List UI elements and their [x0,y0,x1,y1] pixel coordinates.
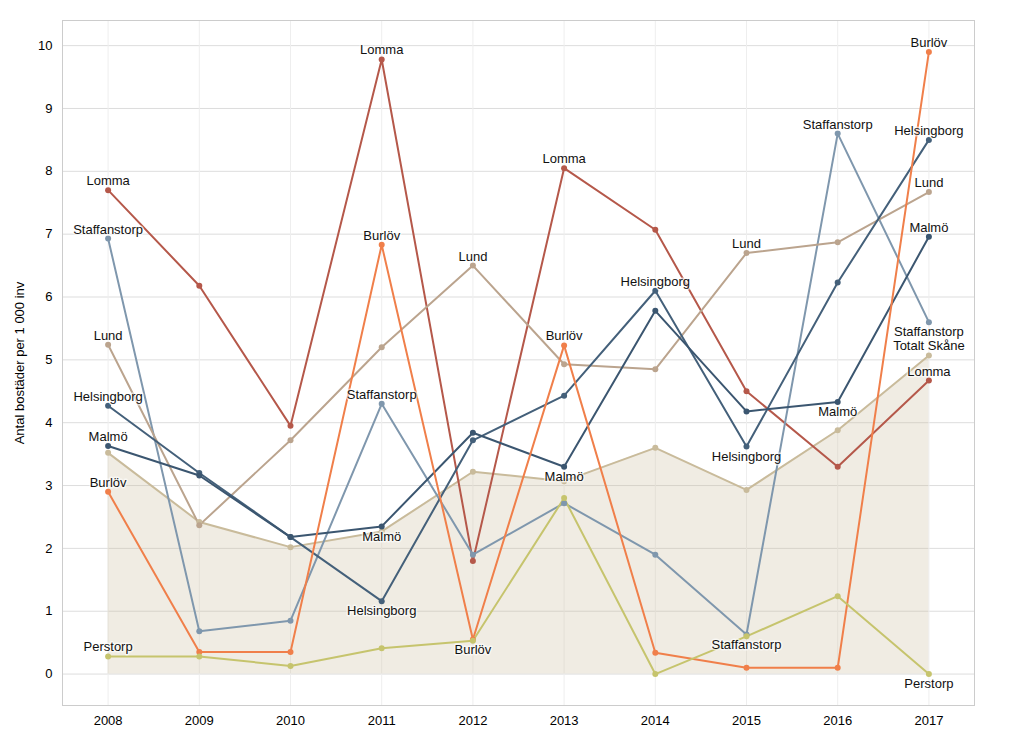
svg-text:2010: 2010 [276,713,305,728]
svg-text:Lomma: Lomma [907,364,951,379]
svg-text:2013: 2013 [550,713,579,728]
svg-text:2015: 2015 [732,713,761,728]
svg-text:Malmö: Malmö [362,529,401,544]
svg-text:7: 7 [45,226,52,241]
svg-text:3: 3 [45,478,52,493]
svg-text:4: 4 [45,415,52,430]
svg-text:Staffanstorp: Staffanstorp [73,222,143,237]
svg-text:2008: 2008 [94,713,123,728]
svg-text:Burlöv: Burlöv [363,228,400,243]
svg-text:5: 5 [45,352,52,367]
svg-text:Burlöv: Burlöv [546,328,583,343]
svg-text:2: 2 [45,541,52,556]
svg-text:2011: 2011 [368,713,396,728]
svg-text:Burlöv: Burlöv [910,35,947,50]
svg-text:Totalt Skåne: Totalt Skåne [893,338,965,353]
svg-text:Lund: Lund [94,328,123,343]
svg-text:Staffanstorp: Staffanstorp [894,324,964,339]
svg-text:2016: 2016 [823,713,852,728]
svg-text:Helsingborg: Helsingborg [621,274,690,289]
svg-text:Staffanstorp: Staffanstorp [803,117,873,132]
svg-text:Lomma: Lomma [360,42,404,57]
svg-text:6: 6 [45,289,52,304]
svg-text:1: 1 [45,603,52,618]
svg-text:Lomma: Lomma [86,173,130,188]
svg-text:Helsingborg: Helsingborg [712,449,781,464]
svg-text:Lund: Lund [732,236,761,251]
svg-text:Helsingborg: Helsingborg [73,389,142,404]
svg-text:9: 9 [45,101,52,116]
svg-text:Malmö: Malmö [818,404,857,419]
svg-text:Malmö: Malmö [89,429,128,444]
svg-text:Antal bostäder per 1 000 inv: Antal bostäder per 1 000 inv [12,281,27,444]
svg-text:Staffanstorp: Staffanstorp [712,637,782,652]
svg-text:Burlöv: Burlöv [454,642,491,657]
svg-text:2014: 2014 [641,713,670,728]
svg-text:8: 8 [45,163,52,178]
svg-text:2009: 2009 [185,713,214,728]
svg-text:Burlöv: Burlöv [90,475,127,490]
svg-text:Malmö: Malmö [909,220,948,235]
svg-text:10: 10 [38,38,52,53]
svg-text:2012: 2012 [458,713,487,728]
svg-text:Lomma: Lomma [542,151,586,166]
svg-text:Malmö: Malmö [545,469,584,484]
svg-text:Staffanstorp: Staffanstorp [347,387,417,402]
svg-text:Perstorp: Perstorp [904,676,953,691]
svg-text:Helsingborg: Helsingborg [347,603,416,618]
svg-text:Perstorp: Perstorp [84,639,133,654]
svg-text:Lund: Lund [458,249,487,264]
svg-text:Lund: Lund [914,175,943,190]
svg-text:0: 0 [45,666,52,681]
svg-text:Helsingborg: Helsingborg [894,123,963,138]
svg-text:2017: 2017 [914,713,943,728]
